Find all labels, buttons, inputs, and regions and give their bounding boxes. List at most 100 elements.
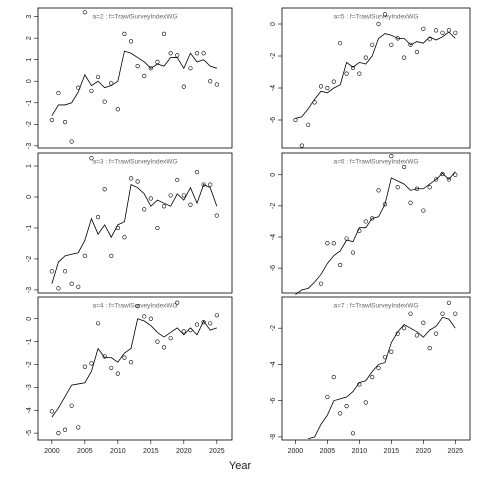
observed-point <box>453 172 458 177</box>
observed-point <box>142 207 147 212</box>
x-tick-label: 2025 <box>448 448 464 455</box>
fit-line <box>295 171 456 295</box>
observed-point <box>109 365 114 371</box>
observed-point <box>414 333 420 338</box>
observed-point <box>56 90 61 96</box>
observed-point <box>161 31 167 36</box>
observed-point <box>306 122 311 127</box>
y-tick-label: -2 <box>270 325 277 331</box>
observed-point <box>82 253 87 258</box>
observed-point <box>62 269 68 274</box>
panel-frame <box>37 296 233 441</box>
observed-point <box>331 375 336 380</box>
observed-point <box>148 316 153 321</box>
panel-frame <box>37 152 233 294</box>
observed-point <box>82 364 87 369</box>
observed-point <box>440 30 445 35</box>
observed-point <box>89 156 94 161</box>
y-tick-label: -4 <box>270 234 277 240</box>
observed-point <box>293 117 298 123</box>
y-tick-label: -6 <box>270 397 277 403</box>
observed-point <box>325 241 330 246</box>
observed-point <box>214 213 219 218</box>
observed-point <box>76 425 81 430</box>
observed-point <box>49 117 54 123</box>
observed-point <box>382 355 388 360</box>
observed-point <box>389 349 394 354</box>
observed-point <box>376 188 381 193</box>
observed-point <box>421 26 426 31</box>
panel: a=7 : f=TrawlSurveyIndexWG -8 -6 -4 -2 2000 20… <box>270 296 471 455</box>
observed-point <box>168 336 173 341</box>
panel-title: a=5 : f=TrawlSurveyIndexWG <box>333 14 418 21</box>
y-tick-label: -3 <box>26 287 33 293</box>
observed-point <box>201 182 206 187</box>
observed-point <box>168 51 173 56</box>
observed-point <box>128 360 134 365</box>
observed-point <box>69 403 74 408</box>
observed-point <box>325 85 330 91</box>
y-tick-label: 0 <box>26 79 33 83</box>
x-tick-label: 2005 <box>77 448 93 455</box>
observed-point <box>338 41 343 46</box>
observed-point <box>421 208 426 213</box>
observed-point <box>440 171 445 177</box>
y-tick-label: -4 <box>270 85 277 91</box>
y-tick-label: -1 <box>26 100 33 106</box>
observed-point <box>109 253 114 258</box>
panel-title: a=2 : f=TrawlSurveyIndexWG <box>92 14 177 21</box>
observed-point <box>446 300 451 305</box>
y-tick-label: 0 <box>270 173 277 177</box>
x-tick-label: 2015 <box>143 448 159 455</box>
observed-point <box>122 235 127 240</box>
observed-point <box>408 42 413 47</box>
panel: a=3 : f=TrawlSurveyIndexWG -3 -2 -1 0 1 <box>26 152 233 294</box>
observed-point <box>95 321 101 326</box>
observed-point <box>175 300 180 305</box>
observed-point <box>446 177 451 182</box>
observed-point <box>427 37 432 42</box>
observed-point <box>115 371 120 376</box>
observed-point <box>109 81 114 86</box>
observed-point <box>142 73 147 78</box>
observed-point <box>350 250 356 255</box>
observed-point <box>357 382 362 387</box>
observed-point <box>350 65 356 71</box>
observed-point <box>89 88 94 94</box>
x-tick-label: 2015 <box>384 448 400 455</box>
y-tick-label: 3 <box>26 15 33 19</box>
observed-point <box>161 204 167 209</box>
observed-point <box>168 193 173 198</box>
observed-point <box>181 193 186 198</box>
observed-point <box>408 200 413 205</box>
observed-point <box>155 59 160 64</box>
x-tick-label: 2000 <box>44 448 60 455</box>
observed-point <box>214 313 219 318</box>
fit-line <box>295 31 456 119</box>
x-tick-label: 2020 <box>416 448 432 455</box>
observed-point <box>382 12 388 17</box>
y-tick-label: 1 <box>26 58 33 62</box>
y-tick-label: -5 <box>26 430 33 436</box>
observed-point <box>389 154 394 159</box>
observed-point <box>427 346 432 351</box>
observed-point <box>56 431 61 436</box>
observed-point <box>82 10 87 15</box>
observed-point <box>357 228 362 233</box>
observed-point <box>135 64 140 69</box>
panel-title: a=3 : f=TrawlSurveyIndexWG <box>92 159 177 166</box>
observed-point <box>402 326 407 331</box>
observed-point <box>49 409 54 414</box>
y-tick-label: -3 <box>26 143 33 149</box>
observed-point <box>318 84 324 89</box>
y-tick-label: 0 <box>26 195 33 199</box>
y-tick-label: -2 <box>26 256 33 262</box>
panel: a=5 : f=TrawlSurveyIndexWG -6 -4 -2 0 <box>270 7 471 149</box>
observed-point <box>62 120 68 125</box>
observed-point <box>69 139 74 144</box>
x-tick-label: 2000 <box>288 448 304 455</box>
observed-point <box>128 39 134 44</box>
observed-point <box>331 79 336 84</box>
panel: a=4 : f=TrawlSurveyIndexWG -5 -4 -3 -2 -1 0 200… <box>26 296 233 455</box>
x-axis-label: Year <box>229 460 252 472</box>
